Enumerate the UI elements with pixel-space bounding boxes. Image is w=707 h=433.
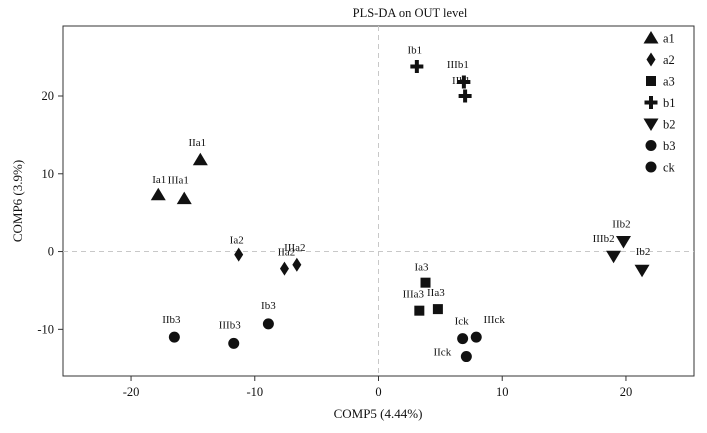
x-tick-label: 20 — [620, 385, 633, 399]
x-tick-label: -10 — [246, 385, 263, 399]
point-label: IIIa2 — [284, 242, 305, 254]
point-label: IIIb2 — [593, 233, 615, 245]
x-tick-label: 10 — [496, 385, 509, 399]
data-point-a3 — [414, 305, 425, 316]
data-point-b3 — [262, 318, 274, 330]
x-axis-label: COMP5 (4.44%) — [334, 406, 423, 421]
legend-label: b3 — [663, 139, 676, 153]
legend-label: b1 — [663, 96, 676, 110]
point-label: IIIa1 — [168, 175, 189, 187]
x-tick-label: -20 — [123, 385, 140, 399]
data-point-b3 — [168, 331, 180, 343]
legend: a1 a2 a3 b1 b2 b3 ck — [643, 31, 676, 175]
x-tick-label: 0 — [375, 385, 381, 399]
y-axis-label: COMP6 (3.9%) — [10, 160, 25, 242]
data-point-b2 — [615, 235, 631, 249]
point-label: Ick — [455, 316, 470, 328]
y-tick-label: 0 — [48, 245, 54, 259]
data-point-a3 — [432, 304, 443, 315]
legend-label: a3 — [663, 75, 675, 89]
point-label: IIb3 — [162, 314, 181, 326]
point-label: IIck — [433, 347, 451, 359]
point-label: IIb2 — [612, 218, 630, 230]
legend-marker-ck — [645, 161, 657, 173]
legend-label: a1 — [663, 32, 675, 46]
data-point-b1 — [410, 59, 424, 73]
legend-label: ck — [663, 161, 676, 175]
point-label: IIIb3 — [219, 319, 241, 331]
legend-marker-a3 — [646, 76, 656, 86]
y-tick-label: 10 — [42, 167, 55, 181]
legend-marker-a2 — [646, 52, 656, 67]
legend-marker-b2 — [643, 118, 659, 131]
data-point-b2 — [606, 250, 622, 264]
data-point-b2 — [634, 264, 650, 278]
data-point-b3 — [228, 337, 240, 349]
legend-marker-b3 — [645, 140, 657, 151]
legend-label: b2 — [663, 118, 676, 132]
legend-marker-a1 — [643, 31, 659, 44]
data-point-a3 — [420, 277, 431, 288]
data-point-ck — [470, 331, 482, 343]
data-point-ck — [457, 333, 469, 345]
point-label: Ia2 — [230, 235, 244, 247]
point-label: IIa3 — [427, 287, 445, 299]
point-label: IIIck — [484, 314, 506, 326]
data-point-a2 — [234, 247, 244, 262]
point-label: Ia1 — [152, 174, 166, 186]
point-label: IIIa3 — [403, 289, 425, 301]
point-label: IIIb1 — [447, 59, 469, 71]
legend-label: a2 — [663, 53, 675, 67]
data-point-ck — [460, 351, 472, 363]
chart-title: PLS-DA on OUT level — [353, 6, 468, 20]
data-point-a2 — [279, 261, 289, 276]
legend-marker-b1 — [644, 96, 658, 109]
point-label: Ia3 — [414, 262, 429, 274]
data-point-a1 — [176, 191, 192, 205]
point-label: Ib3 — [261, 300, 276, 312]
point-label: Ib2 — [636, 246, 651, 258]
point-label: IIa1 — [188, 137, 206, 149]
point-label: Ib1 — [408, 44, 423, 56]
y-tick-label: -10 — [37, 322, 54, 336]
data-point-b1 — [458, 89, 472, 103]
reference-lines — [63, 26, 694, 376]
data-point-a1 — [192, 152, 208, 166]
y-tick-label: 20 — [42, 89, 55, 103]
data-point-b1 — [457, 75, 471, 89]
point-label: IIa2 — [278, 247, 296, 259]
data-point-a2 — [292, 257, 302, 272]
data-point-a1 — [150, 187, 166, 201]
axis-ticks: -20 -10 0 10 20 -10 0 10 20 — [37, 89, 632, 399]
